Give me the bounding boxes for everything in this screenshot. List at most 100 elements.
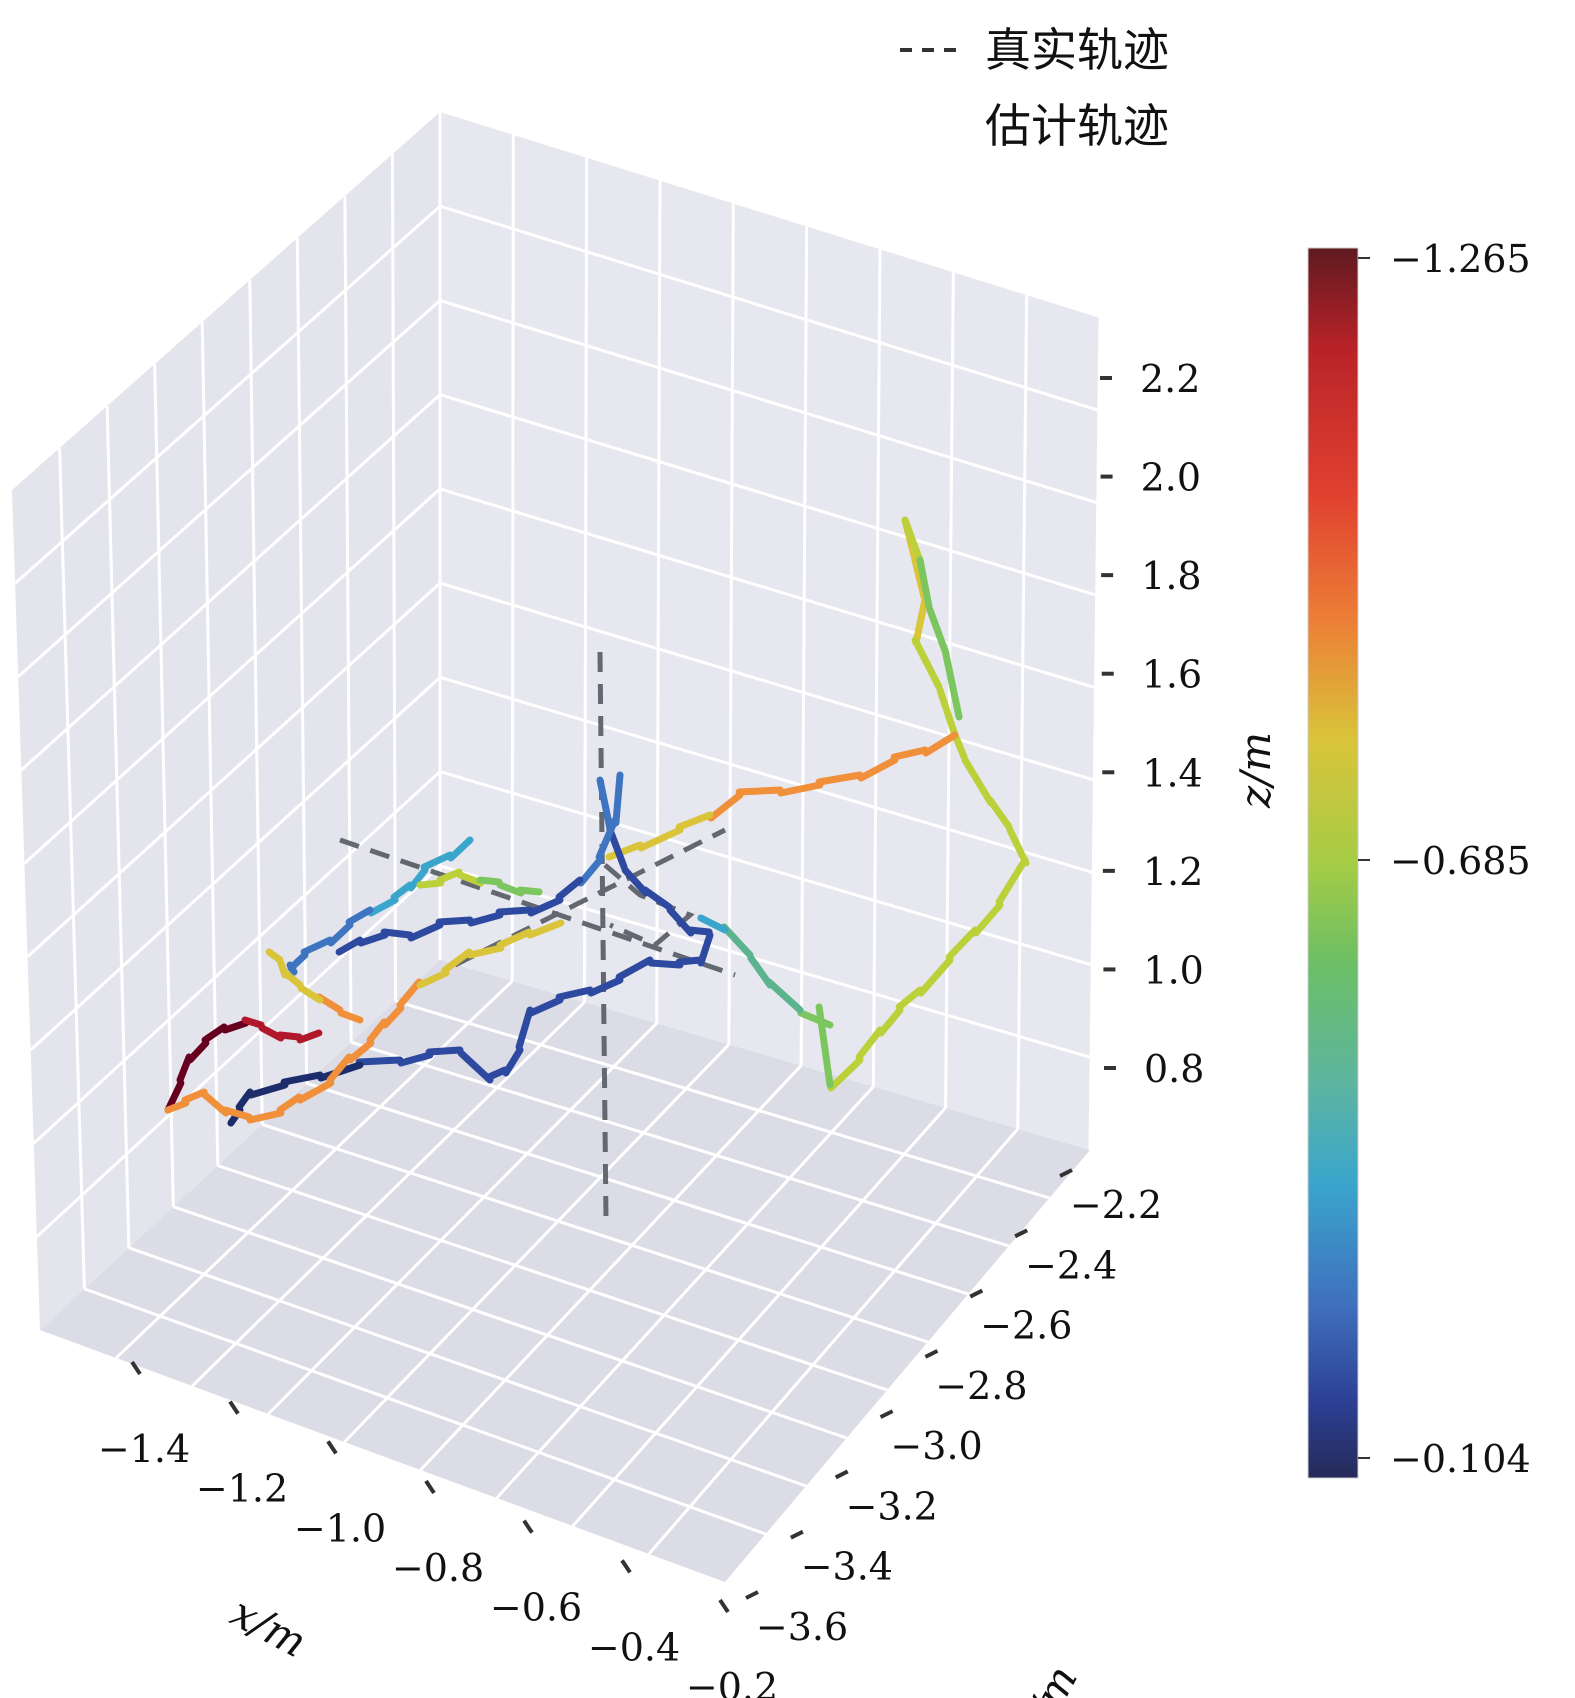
left-grid-v: [200, 321, 220, 1166]
estimated-trajectory-segment: [912, 596, 929, 647]
legend-true-label: 真实轨迹: [985, 23, 1169, 77]
x-tick-label: −1.0: [294, 1506, 386, 1550]
y-tick-label: −2.2: [1070, 1183, 1162, 1227]
estimated-trajectory-segment: [526, 919, 565, 939]
estimated-trajectory-segment: [286, 961, 298, 976]
floor-pane: [40, 960, 1090, 1582]
estimated-trajectory-segment: [381, 1004, 405, 1029]
estimated-trajectory-segment: [945, 926, 979, 961]
estimated-trajectory-segment: [516, 886, 543, 896]
estimated-trajectory-segment: [346, 1039, 375, 1064]
floor-grid-b: [261, 1123, 929, 1344]
grid-lines: [14, 112, 1102, 1555]
estimated-trajectory-segment: [390, 881, 414, 901]
y-tick-mark: [879, 1409, 894, 1419]
left-grid-h: [35, 864, 442, 1238]
estimated-trajectory-segment: [247, 1081, 289, 1099]
y-tick-label: −2.4: [1025, 1243, 1117, 1287]
estimated-trajectory-segment: [327, 921, 354, 947]
estimated-trajectory-segment: [435, 916, 474, 926]
estimated-trajectory-segment: [857, 756, 899, 782]
estimated-trajectory-segment: [416, 969, 450, 989]
y-axis: −2.2 −2.4 −2.6 −2.8 −3.0 −3.2 −3.4 −3.6: [745, 1168, 1162, 1649]
back-grid-v: [655, 180, 662, 1024]
estimated-trajectory-segment: [815, 771, 864, 786]
estimated-trajectory-segment: [595, 816, 619, 861]
y-tick-mark: [745, 1590, 759, 1600]
estimated-trajectory-segment: [380, 928, 414, 939]
estimated-trajectory-segment: [221, 1019, 250, 1034]
x-tick-label: −1.4: [98, 1427, 190, 1471]
back-grid-v: [871, 249, 882, 1087]
x-tick-label: −0.6: [490, 1586, 582, 1630]
estimated-trajectory-segment: [697, 914, 729, 934]
estimated-trajectory-segment: [675, 956, 704, 966]
floor-grid-a: [267, 1022, 658, 1416]
left-grid-h: [20, 393, 442, 772]
estimated-trajectory-segment: [911, 636, 943, 691]
back-grid-h: [439, 487, 1096, 690]
estimated-trajectory-segment: [916, 556, 933, 611]
estimated-trajectory-segment: [335, 936, 364, 956]
estimated-trajectory-segment: [827, 1056, 864, 1092]
estimated-trajectory-segment: [457, 1049, 494, 1084]
floor-grid-b: [306, 1081, 969, 1296]
estimated-trajectory-segment: [895, 986, 924, 1011]
colorbar-label-2: −0.104: [1390, 1437, 1531, 1481]
floor-grid-a: [115, 980, 514, 1360]
y-tick-label: −3.6: [756, 1605, 848, 1649]
z-axis: 0.8 1.0 1.2 1.4 1.6 1.8 2.0 2.2: [1100, 357, 1204, 1091]
x-tick-label: −1.2: [196, 1467, 288, 1511]
estimated-trajectory-segment: [466, 944, 505, 959]
estimated-trajectory-segment: [855, 1026, 884, 1061]
estimated-trajectory-segment: [241, 1016, 265, 1029]
back-grid-h: [439, 770, 1093, 967]
left-grid-h: [26, 581, 442, 958]
back-grid-h: [439, 204, 1100, 412]
x-tick-mark: [424, 1479, 436, 1495]
y-tick-mark: [969, 1288, 984, 1299]
left-grid-h: [29, 676, 442, 1052]
z-tick-label: 1.8: [1141, 554, 1201, 598]
estimated-trajectory-segment: [555, 986, 594, 1001]
estimated-trajectory-segment: [577, 856, 604, 887]
chart-panes: [12, 112, 1100, 1582]
left-grid-v: [153, 363, 175, 1207]
x-tick-mark: [522, 1519, 534, 1534]
floor-grid-b: [83, 1287, 767, 1536]
estimated-trajectory-segment: [397, 1051, 434, 1067]
left-grid-v: [58, 447, 86, 1289]
estimated-trajectory-segment: [951, 731, 968, 761]
colorbar-gradient: [1307, 247, 1359, 1479]
x-tick-label: −0.2: [686, 1665, 778, 1698]
estimated-trajectory-segment: [485, 1066, 509, 1081]
estimated-trajectory-segment: [164, 1099, 190, 1114]
estimated-trajectory-segment: [201, 1023, 228, 1044]
left-grid-h: [23, 487, 442, 865]
floor-grid-b: [128, 1246, 807, 1488]
estimated-trajectory-segment: [612, 771, 624, 827]
floor-grid-b: [350, 1040, 1010, 1248]
estimated-trajectory-segment: [647, 959, 684, 969]
y-tick-mark: [924, 1349, 939, 1359]
back-grid-h: [439, 675, 1094, 875]
estimated-trajectory-segment: [297, 984, 324, 1004]
z-tick-label: 1.4: [1142, 751, 1202, 795]
estimated-trajectory-segment: [276, 1031, 303, 1041]
estimated-trajectory-segment: [986, 796, 1013, 831]
estimated-trajectory-segment: [797, 1009, 834, 1029]
estimated-trajectory: [164, 516, 1030, 1127]
estimated-trajectory-segment: [407, 921, 444, 942]
back-grid-v: [799, 226, 809, 1066]
x-axis-label: x/m: [223, 1587, 315, 1667]
estimated-trajectory-segment: [720, 923, 754, 959]
legend: 真实轨迹: [900, 23, 1169, 153]
left-pane: [12, 112, 440, 1330]
estimated-trajectory-segment: [277, 959, 289, 979]
back-grid-v: [510, 134, 515, 982]
floor-grid-a: [571, 1106, 947, 1527]
true-trajectory-loop: [603, 863, 695, 948]
estimated-trajectory-segment: [527, 996, 564, 1017]
legend-estimate-label: 估计轨迹: [985, 99, 1169, 153]
x-tick-label: −0.8: [392, 1546, 484, 1590]
